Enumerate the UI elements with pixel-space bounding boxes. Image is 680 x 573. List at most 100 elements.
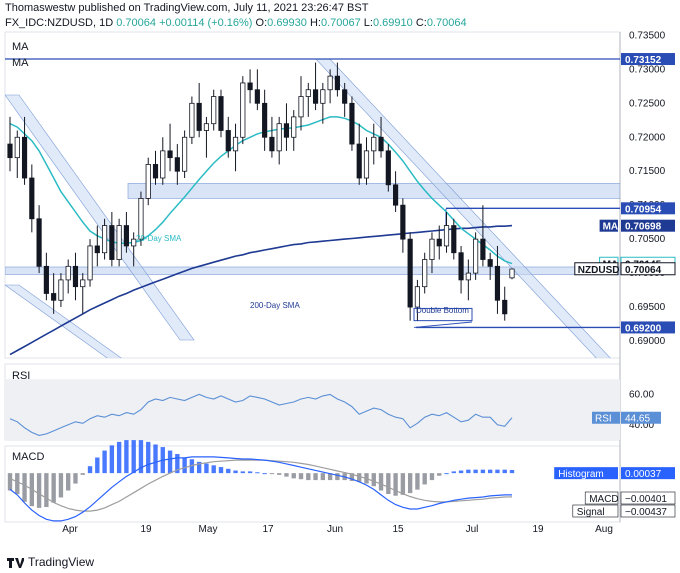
macd-histogram-bar <box>458 470 464 474</box>
price-tick-label: 0.69500 <box>629 302 666 313</box>
price-tag-box <box>621 219 675 232</box>
candle-body <box>502 299 508 315</box>
candle-body <box>327 75 333 91</box>
sma200-line <box>9 224 513 356</box>
candle-body <box>298 96 304 118</box>
macd-tag-value: −0.00437 <box>625 507 667 518</box>
price-tag-label: MA <box>603 222 619 233</box>
candle-body <box>429 238 435 260</box>
macd-histogram-bar <box>269 473 275 475</box>
macd-tag-label-box <box>572 504 619 518</box>
macd-histogram-bar <box>87 466 93 474</box>
macd-histogram-bar <box>429 473 435 481</box>
price-tick-label: 0.72000 <box>629 132 666 143</box>
candle-body <box>247 82 253 91</box>
rsi-panel-label: RSI <box>12 370 30 382</box>
x-tick-label: 15 <box>392 524 404 535</box>
pivot-zone <box>5 266 620 275</box>
macd-histogram-bar <box>167 450 173 474</box>
x-tick-label: 19 <box>532 524 544 535</box>
macd-tag-value: 0.00037 <box>625 469 662 480</box>
macd-histogram-bar <box>146 441 151 474</box>
candle-body <box>14 136 20 159</box>
macd-panel-label: MACD <box>12 451 44 463</box>
rsi-tag-label: RSI <box>595 414 612 425</box>
macd-histogram-bar <box>400 473 406 495</box>
rsi-tag-label-box <box>592 411 620 424</box>
macd-histogram-bar <box>80 473 85 475</box>
candle-body <box>342 89 348 104</box>
macd-histogram-bar <box>262 473 267 475</box>
macd-histogram-bar <box>371 473 376 487</box>
ohlc-line: FX_IDC:NZDUSD, 1D 0.70064 +0.00114 (+0.1… <box>5 17 467 29</box>
candle-body <box>320 89 326 104</box>
macd-histogram-bar <box>7 473 13 491</box>
symbol-label: FX_IDC:NZDUSD, 1D <box>5 17 114 29</box>
candle-body <box>494 265 501 301</box>
candle-body <box>87 245 93 281</box>
close-value: 0.70064 <box>426 17 467 29</box>
candle-body <box>145 164 151 199</box>
publish-text: Thomaswestw published on TradingView.com… <box>5 2 369 14</box>
footer-brand: TradingView <box>6 555 94 569</box>
rsi-tick-label: 40.00 <box>629 420 654 431</box>
macd-histogram-bar <box>218 467 224 474</box>
macd-histogram-bar <box>15 473 20 494</box>
candle-body <box>123 225 129 247</box>
resistance-zone <box>127 183 620 199</box>
candle-body <box>72 265 79 288</box>
price-tick-label: 0.72500 <box>629 98 666 109</box>
price-tag-label-box <box>574 262 619 276</box>
macd-histogram-bar <box>189 459 195 474</box>
macd-histogram-bar <box>233 470 238 474</box>
macd-histogram-bar <box>291 473 296 479</box>
price-tag-label: NZDUSD <box>578 265 620 276</box>
macd-histogram-bar <box>58 473 64 498</box>
macd-histogram-bar <box>109 445 115 474</box>
macd-histogram-bar <box>153 444 158 474</box>
candle-body <box>262 102 268 138</box>
candle-body <box>203 123 210 131</box>
candle-body <box>356 143 362 179</box>
candle-body <box>465 272 471 281</box>
x-tick-label: Aug <box>595 524 613 535</box>
candle-body <box>240 82 246 138</box>
macd-tag-label: Signal <box>577 507 605 518</box>
price-tag-value: 0.69200 <box>625 323 662 334</box>
macd-histogram-bar <box>66 473 71 491</box>
sma200-annotation: 200-Day SMA <box>250 301 300 310</box>
candle-body <box>407 238 413 308</box>
macd-histogram-bar <box>378 473 384 491</box>
candle-body <box>458 252 464 281</box>
candle-body <box>422 259 428 288</box>
candle-body <box>378 136 384 152</box>
macd-line <box>9 456 512 522</box>
price-tag-box <box>621 53 675 66</box>
rsi-tick-label: 60.00 <box>629 389 654 400</box>
candle-body <box>509 268 515 279</box>
macd-histogram-bar <box>502 469 507 474</box>
sma20-line <box>9 116 513 265</box>
price-tick-label: 0.69000 <box>629 336 666 347</box>
macd-histogram-bar <box>204 463 209 474</box>
candle-body <box>94 245 100 254</box>
candle-body <box>334 75 340 91</box>
macd-histogram-bar <box>196 461 202 474</box>
candle-body <box>363 150 370 179</box>
candle-body <box>400 204 406 240</box>
publish-line: Thomaswestw published on TradingView.com… <box>5 2 368 14</box>
macd-histogram-bar <box>138 440 144 474</box>
macd-histogram-bar <box>226 468 231 474</box>
macd-histogram-bar <box>466 469 471 474</box>
macd-histogram-bar <box>335 473 340 481</box>
macd-tag-label: MACD <box>589 494 618 505</box>
macd-histogram-bar <box>116 441 122 474</box>
candle-body <box>443 225 450 247</box>
macd-histogram-bar <box>102 450 107 474</box>
macd-histogram-bar <box>247 471 253 474</box>
rsi-tag-box <box>621 411 661 424</box>
macd-histogram-bar <box>327 473 333 481</box>
candle-body <box>21 136 28 179</box>
macd-tag-value: −0.00401 <box>625 494 667 505</box>
